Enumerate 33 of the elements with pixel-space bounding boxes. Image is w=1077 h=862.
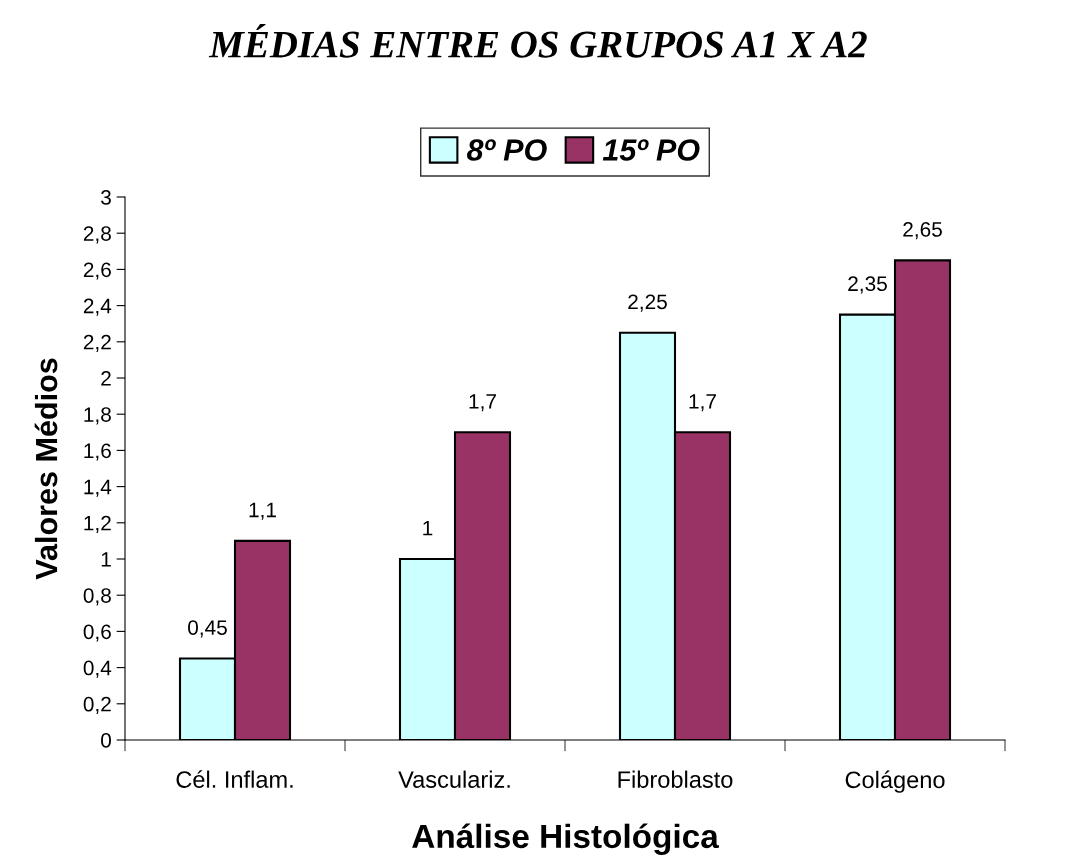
x-tick-label: Cél. Inflam.: [176, 770, 293, 788]
y-tick-label: 2,2: [83, 334, 111, 353]
x-axis-title: Análise Histológica: [412, 823, 719, 855]
data-label: 1,1: [249, 502, 276, 520]
y-tick-label: 1: [101, 552, 111, 567]
y-tick-label: 0,8: [83, 588, 111, 606]
y-tick-label: 2,8: [83, 226, 111, 244]
x-tick-label: Colágeno: [845, 770, 945, 793]
data-label: 1,7: [689, 394, 716, 412]
y-tick-label: 3: [101, 190, 111, 205]
y-tick-label: 2,6: [83, 262, 111, 280]
data-label: 0,45: [188, 620, 227, 638]
y-tick-label: 1,2: [84, 515, 111, 534]
x-tick-label: Vasculariz.: [398, 770, 510, 788]
legend-label: 8º PO: [466, 139, 547, 161]
y-tick-label: 0,6: [83, 624, 111, 642]
y-tick-label: 1,6: [84, 443, 111, 461]
y-tick-label: 0: [101, 733, 111, 748]
y-tick-label: 0,2: [83, 696, 111, 715]
y-tick-label: 2,4: [83, 298, 112, 316]
legend-label: 15º PO: [602, 139, 700, 161]
data-label: 2,35: [848, 276, 887, 294]
chart-title: MÉDIAS ENTRE OS GRUPOS A1 X A2: [208, 24, 867, 58]
y-tick-label: 0,4: [83, 660, 112, 678]
y-tick-label: 2: [101, 371, 111, 386]
data-label: 2,65: [903, 222, 942, 240]
y-tick-label: 1,8: [84, 407, 111, 425]
y-tick-label: 1,4: [84, 479, 112, 497]
y-axis-title: Valores Médios: [34, 358, 58, 580]
data-label: 1: [423, 520, 433, 536]
x-tick-label: Fibroblasto: [618, 770, 733, 788]
data-label: 1,7: [469, 394, 496, 412]
data-label: 2,25: [628, 294, 667, 312]
